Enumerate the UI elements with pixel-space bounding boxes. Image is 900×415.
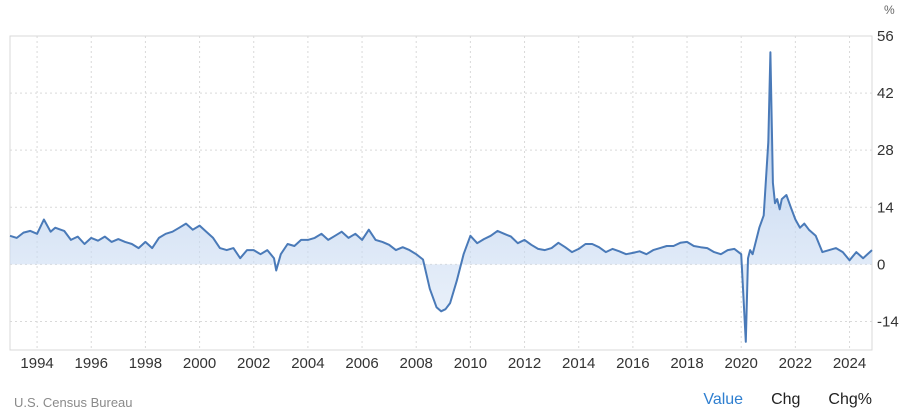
chart-area: 56 42 28 14 0 -14 1994 1996 1998 2000 2002 2004 200… [9, 3, 899, 372]
tab-value[interactable]: Value [703, 391, 744, 408]
area-fill-positive [10, 52, 872, 342]
x-tick-label: 2012 [508, 355, 541, 372]
x-axis-ticks: 1994 1996 1998 2000 2002 2004 2006 2008 2010 2012… [20, 355, 866, 372]
plot-frame [9, 35, 873, 351]
y-tick-label: 14 [877, 199, 894, 216]
x-tick-label: 2004 [291, 355, 324, 372]
y-tick-label: -14 [877, 313, 899, 330]
tab-chg-percent[interactable]: Chg% [828, 391, 872, 408]
x-tick-label: 2010 [454, 355, 487, 372]
x-tick-label: 2022 [779, 355, 812, 372]
series-line [9, 51, 873, 343]
x-tick-label: 2008 [400, 355, 433, 372]
x-tick-label: 2014 [562, 355, 595, 372]
x-tick-label: 2024 [833, 355, 866, 372]
x-tick-label: 1996 [75, 355, 108, 372]
grid [9, 35, 873, 351]
y-tick-label: 28 [877, 142, 894, 159]
x-tick-label: 2002 [237, 355, 270, 372]
x-tick-label: 1998 [129, 355, 162, 372]
source-label: U.S. Census Bureau [14, 395, 133, 410]
y-tick-label: 42 [877, 85, 894, 102]
y-axis-ticks: 56 42 28 14 0 -14 [877, 28, 899, 330]
y-tick-label: 0 [877, 256, 885, 273]
x-tick-label: 2016 [616, 355, 649, 372]
view-tabs: Value Chg Chg% [675, 391, 872, 409]
tab-chg[interactable]: Chg [771, 391, 801, 408]
x-tick-label: 1994 [20, 355, 53, 372]
x-tick-label: 2006 [345, 355, 378, 372]
x-tick-label: 2000 [183, 355, 216, 372]
x-tick-label: 2018 [670, 355, 703, 372]
unit-label: % [884, 3, 895, 17]
y-tick-label: 56 [877, 28, 894, 45]
x-tick-label: 2020 [725, 355, 758, 372]
